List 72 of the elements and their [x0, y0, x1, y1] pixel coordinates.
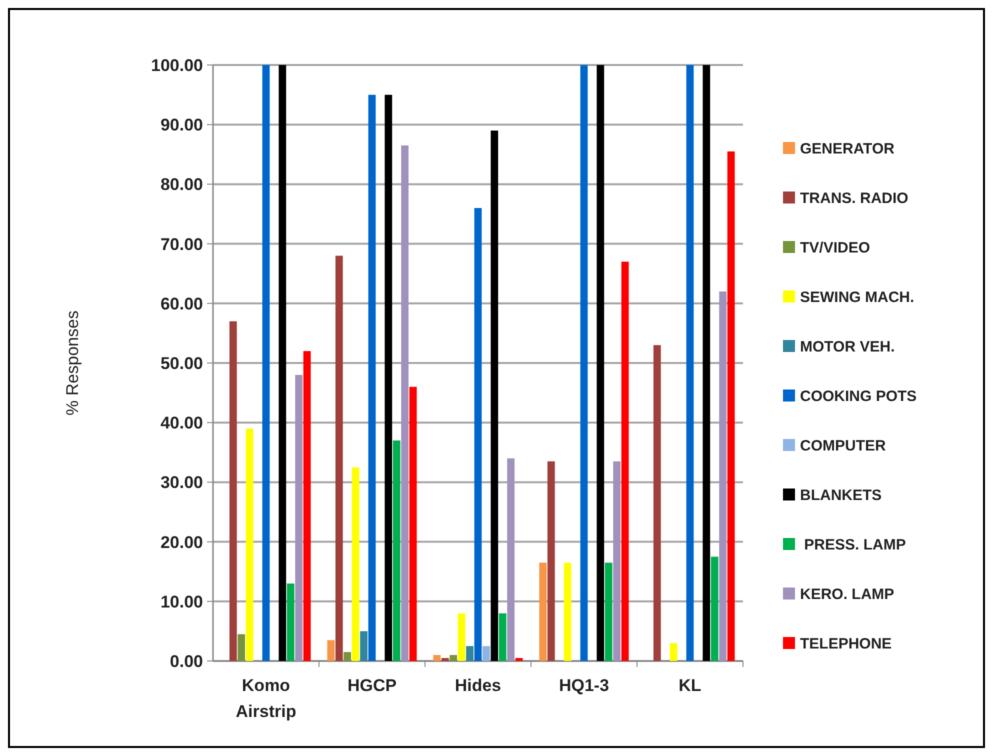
- bar: [490, 130, 498, 661]
- bar: [596, 65, 604, 661]
- bar: [719, 291, 727, 661]
- x-tick-label: HQ1-3: [558, 676, 610, 695]
- bar: [710, 556, 718, 661]
- bar: [229, 321, 237, 661]
- y-tick-label: 60.00: [160, 294, 203, 314]
- bar: [653, 345, 661, 661]
- bar: [278, 65, 286, 661]
- y-tick-label: 40.00: [160, 414, 203, 433]
- bar: [507, 458, 515, 661]
- bar: [670, 643, 678, 661]
- y-tick-label: 100.00: [151, 56, 203, 75]
- bar: [392, 440, 400, 661]
- bar: [547, 461, 555, 661]
- bar: [702, 65, 710, 661]
- bar: [335, 256, 343, 661]
- y-tick-label: 50.00: [160, 354, 203, 373]
- bar: [238, 634, 246, 661]
- bar: [458, 613, 466, 661]
- bar: [604, 562, 612, 661]
- bar: [613, 461, 621, 661]
- bar: [580, 65, 588, 661]
- legend-label: TELEPHONE: [800, 635, 892, 652]
- x-tick-label: KL: [678, 676, 702, 695]
- legend-label: SEWING MACH.: [800, 288, 914, 306]
- legend-label: COMPUTER: [800, 437, 886, 454]
- bar: [344, 652, 352, 661]
- y-tick-label: 80.00: [160, 175, 203, 194]
- bar: [352, 467, 360, 661]
- bar: [564, 562, 572, 661]
- y-axis-title: % Responses: [63, 310, 82, 416]
- bar: [466, 646, 474, 661]
- bar: [295, 374, 303, 661]
- y-tick-label: 0.00: [170, 652, 203, 671]
- bar: [286, 584, 294, 661]
- legend-label: TV/VIDEO: [800, 239, 870, 256]
- legend-label: TRANS. RADIO: [800, 190, 909, 207]
- y-tick-label: 20.00: [160, 532, 203, 552]
- bar: [474, 208, 482, 661]
- legend-label: MOTOR VEH.: [800, 338, 895, 356]
- bar: [482, 646, 490, 661]
- bar: [409, 386, 417, 661]
- bar: [515, 658, 523, 661]
- x-tick-label: HGCP: [347, 676, 397, 695]
- bar: [368, 94, 376, 661]
- bar: [621, 262, 629, 661]
- legend-label: KERO. LAMP: [800, 586, 894, 603]
- bar: [433, 655, 441, 661]
- bar: [327, 640, 335, 661]
- legend-label: GENERATOR: [800, 140, 895, 158]
- bar: [262, 65, 270, 661]
- bar: [384, 94, 392, 661]
- bar: [686, 65, 694, 661]
- y-tick-label: 70.00: [160, 234, 203, 254]
- legend-label: PRESS. LAMP: [800, 536, 906, 554]
- legend-label: BLANKETS: [800, 486, 882, 504]
- y-tick-label: 30.00: [160, 473, 203, 492]
- bar: [246, 428, 254, 661]
- bar: [401, 145, 409, 661]
- bar: [360, 631, 368, 661]
- bar: [727, 151, 735, 661]
- y-tick-label: 10.00: [160, 592, 203, 612]
- bar: [441, 658, 449, 661]
- bar: [303, 351, 311, 661]
- bar: [450, 655, 458, 661]
- bar: [498, 613, 506, 661]
- x-tick-label: Hides: [454, 676, 502, 695]
- legend-label: COOKING POTS: [800, 388, 917, 405]
- x-tick-label: Komo Airstrip: [236, 676, 296, 721]
- bar: [539, 562, 547, 661]
- y-tick-label: 90.00: [160, 116, 203, 135]
